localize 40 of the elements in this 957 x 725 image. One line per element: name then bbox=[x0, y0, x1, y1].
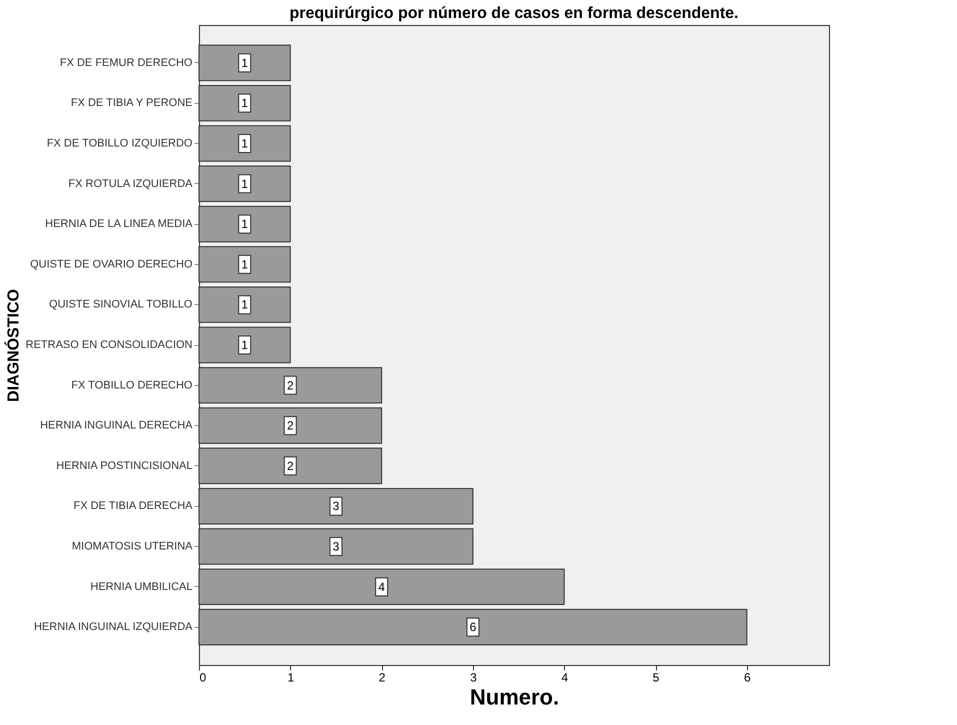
x-tick-label: 3 bbox=[470, 670, 478, 684]
data-label: 3 bbox=[332, 540, 340, 554]
data-label: 2 bbox=[286, 378, 294, 392]
chart-title: prequirúrgico por número de casos en forma descendente. bbox=[290, 5, 738, 22]
y-axis-title: DIAGNÓSTICO bbox=[4, 289, 23, 402]
y-tick-label: HERNIA UMBILICAL bbox=[90, 580, 192, 593]
y-tick-label: FX DE TIBIA Y PERONE bbox=[70, 97, 192, 110]
data-label: 1 bbox=[241, 96, 248, 110]
y-tick-label: MIOMATOSIS UTERINA bbox=[72, 540, 194, 553]
data-label: 4 bbox=[378, 580, 386, 594]
data-label: 1 bbox=[241, 298, 248, 312]
y-tick-label: HERNIA POSTINCISIONAL bbox=[56, 460, 192, 472]
y-tick-label: FX DE TOBILLO IZQUIERDO bbox=[46, 137, 193, 150]
data-label: 6 bbox=[470, 620, 477, 634]
y-tick-label: QUISTE DE OVARIO DERECHO bbox=[30, 258, 193, 270]
y-tick-label: FX DE TIBIA DERECHA bbox=[74, 500, 194, 512]
data-label: 1 bbox=[241, 176, 248, 191]
x-tick-label: 5 bbox=[652, 670, 660, 684]
data-label: 1 bbox=[241, 136, 248, 150]
y-tick-label: FX TOBILLO DERECHO bbox=[71, 379, 193, 392]
x-tick-label: 4 bbox=[561, 670, 568, 684]
data-label: 3 bbox=[332, 499, 340, 514]
data-label: 1 bbox=[241, 257, 248, 272]
x-tick-label: 2 bbox=[378, 670, 386, 684]
x-tick-label: 6 bbox=[744, 670, 751, 684]
y-tick-label: HERNIA DE LA LINEA MEDIA bbox=[45, 218, 194, 230]
data-label: 2 bbox=[286, 418, 294, 433]
data-label: 1 bbox=[241, 338, 248, 352]
y-tick-label: HERNIA INGUINAL DERECHA bbox=[40, 420, 194, 432]
data-label: 1 bbox=[241, 56, 248, 70]
data-label: 1 bbox=[241, 217, 248, 232]
x-tick-label: 1 bbox=[287, 670, 294, 684]
x-axis-title: Numero. bbox=[470, 684, 560, 710]
data-label: 2 bbox=[286, 458, 294, 473]
y-tick-label: HERNIA INGUINAL IZQUIERDA bbox=[34, 621, 194, 634]
x-tick-label: 0 bbox=[200, 670, 206, 684]
y-tick-label: QUISTE SINOVIAL TOBILLO bbox=[49, 298, 193, 311]
y-tick-label: FX ROTULA IZQUIERDA bbox=[68, 178, 194, 190]
y-tick-label: FX DE FEMUR DERECHO bbox=[60, 56, 193, 69]
y-tick-label: RETRASO EN CONSOLIDACION bbox=[26, 339, 193, 351]
